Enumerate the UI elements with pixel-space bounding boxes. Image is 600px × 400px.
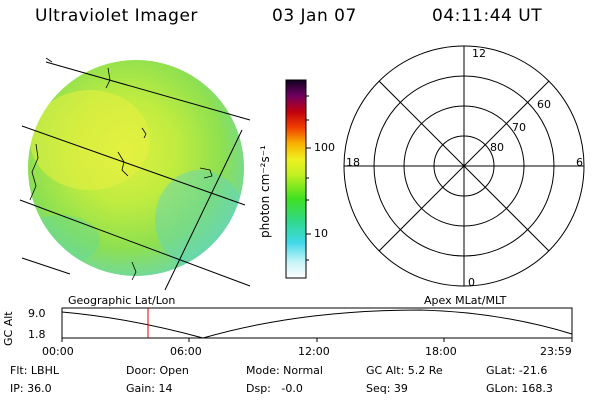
filter-info: Flt: LBHL xyxy=(10,364,59,377)
coastline-outlines xyxy=(29,57,213,281)
instrument-title: Ultraviolet Imager xyxy=(35,6,198,26)
mlt-label-0: 0 xyxy=(468,276,475,289)
door-info: Door: Open xyxy=(126,364,189,377)
mlt-label-6: 6 xyxy=(576,156,583,169)
glat-info: GLat: -21.6 xyxy=(486,364,548,377)
apex-label: Apex MLat/MLT xyxy=(424,294,507,307)
time-tick-1200: 12:00 xyxy=(298,345,330,358)
geographic-grid-lines xyxy=(19,61,251,291)
lat-label-80: 80 xyxy=(490,141,504,154)
altitude-axis-label: GC Alt xyxy=(2,311,15,346)
mlt-label-18: 18 xyxy=(346,156,360,169)
date-label: 03 Jan 07 xyxy=(272,6,357,26)
lat-label-70: 70 xyxy=(512,121,526,134)
colorbar-tick-100: 100 xyxy=(314,141,335,154)
altitude-plot xyxy=(61,307,573,342)
colorbar-tick-10: 10 xyxy=(314,227,328,240)
uv-globe-image xyxy=(28,60,244,276)
seq-info: Seq: 39 xyxy=(366,382,408,395)
lat-label-60: 60 xyxy=(537,98,551,111)
ip-info: IP: 36.0 xyxy=(10,382,52,395)
colorbar-unit-label: photon cm⁻²s⁻¹ xyxy=(258,145,272,238)
mode-info: Mode: Normal xyxy=(246,364,323,377)
time-label: 04:11:44 UT xyxy=(432,6,543,26)
time-tick-2359: 23:59 xyxy=(540,345,572,358)
dsp-info: Dsp: -0.0 xyxy=(246,382,303,395)
altitude-tick-1-8: 1.8 xyxy=(28,328,46,341)
time-tick-0000: 00:00 xyxy=(42,345,74,358)
gain-info: Gain: 14 xyxy=(126,382,173,395)
time-tick-1800: 18:00 xyxy=(425,345,457,358)
altitude-tick-9: 9.0 xyxy=(28,307,46,320)
polar-mlat-mlt-plot xyxy=(343,45,585,287)
glon-info: GLon: 168.3 xyxy=(486,382,553,395)
time-tick-0600: 06:00 xyxy=(170,345,202,358)
colorbar xyxy=(285,79,311,279)
mlt-label-12: 12 xyxy=(472,47,486,60)
gc-alt-info: GC Alt: 5.2 Re xyxy=(366,364,443,377)
geographic-label: Geographic Lat/Lon xyxy=(68,294,176,307)
